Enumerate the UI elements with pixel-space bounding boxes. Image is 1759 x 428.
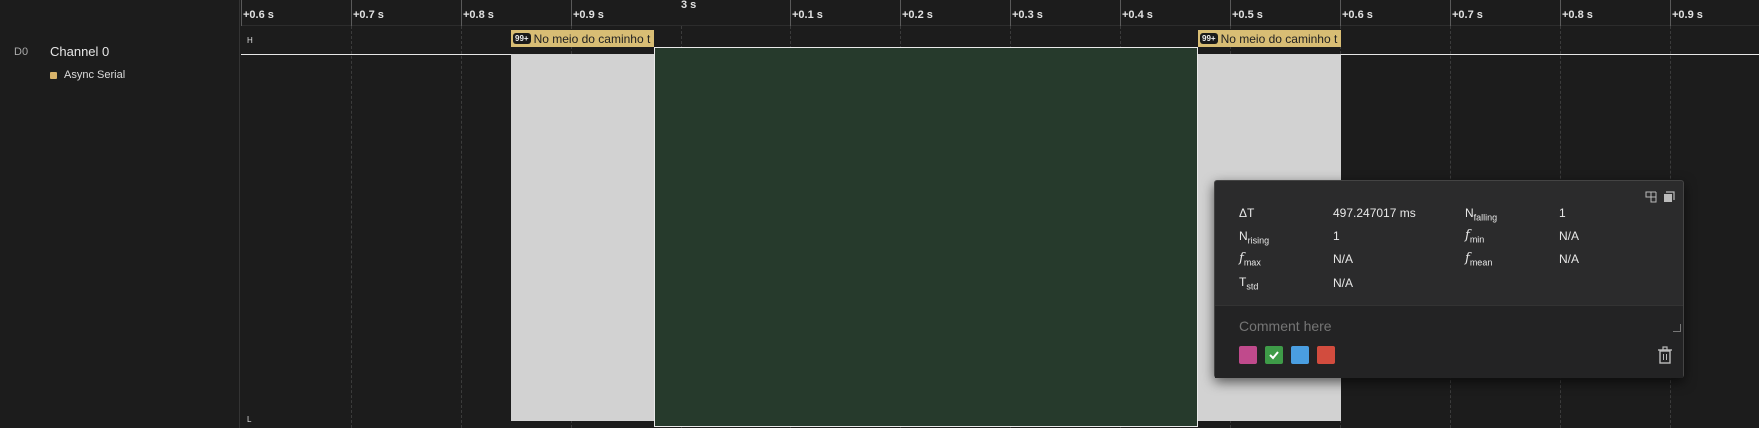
t-std-label: Tstd: [1239, 275, 1259, 292]
n-falling-value: 1: [1559, 206, 1566, 220]
frame-text: No meio do caminho t: [533, 31, 651, 46]
channel-id: D0: [14, 46, 29, 58]
f-min-label: fmin: [1465, 228, 1485, 245]
high-level-marker: H: [247, 36, 253, 45]
frame-count-badge: 99+: [513, 33, 531, 44]
channel-name[interactable]: Channel 0: [50, 44, 110, 59]
time-ruler[interactable]: +0.6 s +0.7 s +0.8 s +0.9 s 3 s +0.1 s +…: [241, 0, 1759, 26]
color-swatch-green[interactable]: [1265, 346, 1283, 364]
f-mean-label: fmean: [1465, 251, 1493, 268]
measurement-region[interactable]: [654, 47, 1198, 427]
comment-input[interactable]: [1239, 318, 1659, 334]
copy-icon[interactable]: [1663, 191, 1675, 203]
frame-count-badge: 99+: [1200, 33, 1218, 44]
color-swatches: [1239, 346, 1335, 364]
delta-t-label: ΔT: [1239, 206, 1255, 220]
low-level-marker: L: [247, 415, 252, 424]
grid-line: [351, 26, 352, 428]
channel-panel: D0 Channel 0 Async Serial: [0, 0, 240, 428]
f-min-value: N/A: [1559, 229, 1580, 243]
trash-icon[interactable]: [1657, 346, 1673, 364]
f-max-value: N/A: [1333, 252, 1354, 266]
ruler-tick: +0.4 s: [1120, 0, 1153, 26]
color-swatch-red[interactable]: [1317, 346, 1335, 364]
ruler-tick: +0.6 s: [241, 0, 274, 26]
ruler-tick: +0.3 s: [1010, 0, 1043, 26]
n-rising-value: 1: [1333, 229, 1340, 243]
ruler-tick: +0.1 s: [790, 0, 823, 26]
ruler-tick: +0.6 s: [1340, 0, 1373, 26]
ruler-tick: +0.9 s: [571, 0, 604, 26]
serial-frame-label[interactable]: 99+ No meio do caminho t: [1198, 30, 1341, 47]
channel-row[interactable]: D0 Channel 0 Async Serial: [0, 38, 240, 88]
ruler-tick: +0.8 s: [1560, 0, 1593, 26]
grid-line: [461, 26, 462, 428]
analyzer-name: Async Serial: [64, 69, 126, 81]
f-mean-value: N/A: [1559, 252, 1580, 266]
t-std-value: N/A: [1333, 276, 1354, 290]
n-falling-label: Nfalling: [1465, 206, 1498, 223]
ruler-tick: +0.8 s: [461, 0, 494, 26]
ruler-tick: +0.7 s: [351, 0, 384, 26]
pulse-low-region: [511, 54, 654, 421]
frame-text: No meio do caminho t: [1220, 31, 1338, 46]
ruler-center-label: 3 s: [681, 0, 697, 11]
color-swatch-blue[interactable]: [1291, 346, 1309, 364]
n-rising-label: Nrising: [1239, 229, 1270, 246]
measurement-popover: ΔT 497.247017 ms Nfalling 1 Nrising 1 fm…: [1214, 180, 1684, 378]
color-swatch-pink[interactable]: [1239, 346, 1257, 364]
resize-grip-icon[interactable]: [1673, 324, 1681, 332]
delta-t-value: 497.247017 ms: [1333, 206, 1416, 220]
ruler-tick: +0.5 s: [1230, 0, 1263, 26]
analyzer-entry[interactable]: Async Serial: [50, 69, 125, 81]
analyzer-color-dot-icon: [50, 71, 57, 79]
serial-frame-label[interactable]: 99+ No meio do caminho t: [511, 30, 654, 47]
check-icon: [1269, 351, 1279, 360]
expand-icon[interactable]: [1645, 191, 1657, 203]
ruler-tick: +0.2 s: [900, 0, 933, 26]
f-max-label: fmax: [1239, 251, 1261, 268]
comment-section: [1215, 305, 1683, 378]
ruler-tick: +0.9 s: [1670, 0, 1703, 26]
ruler-tick: +0.7 s: [1450, 0, 1483, 26]
